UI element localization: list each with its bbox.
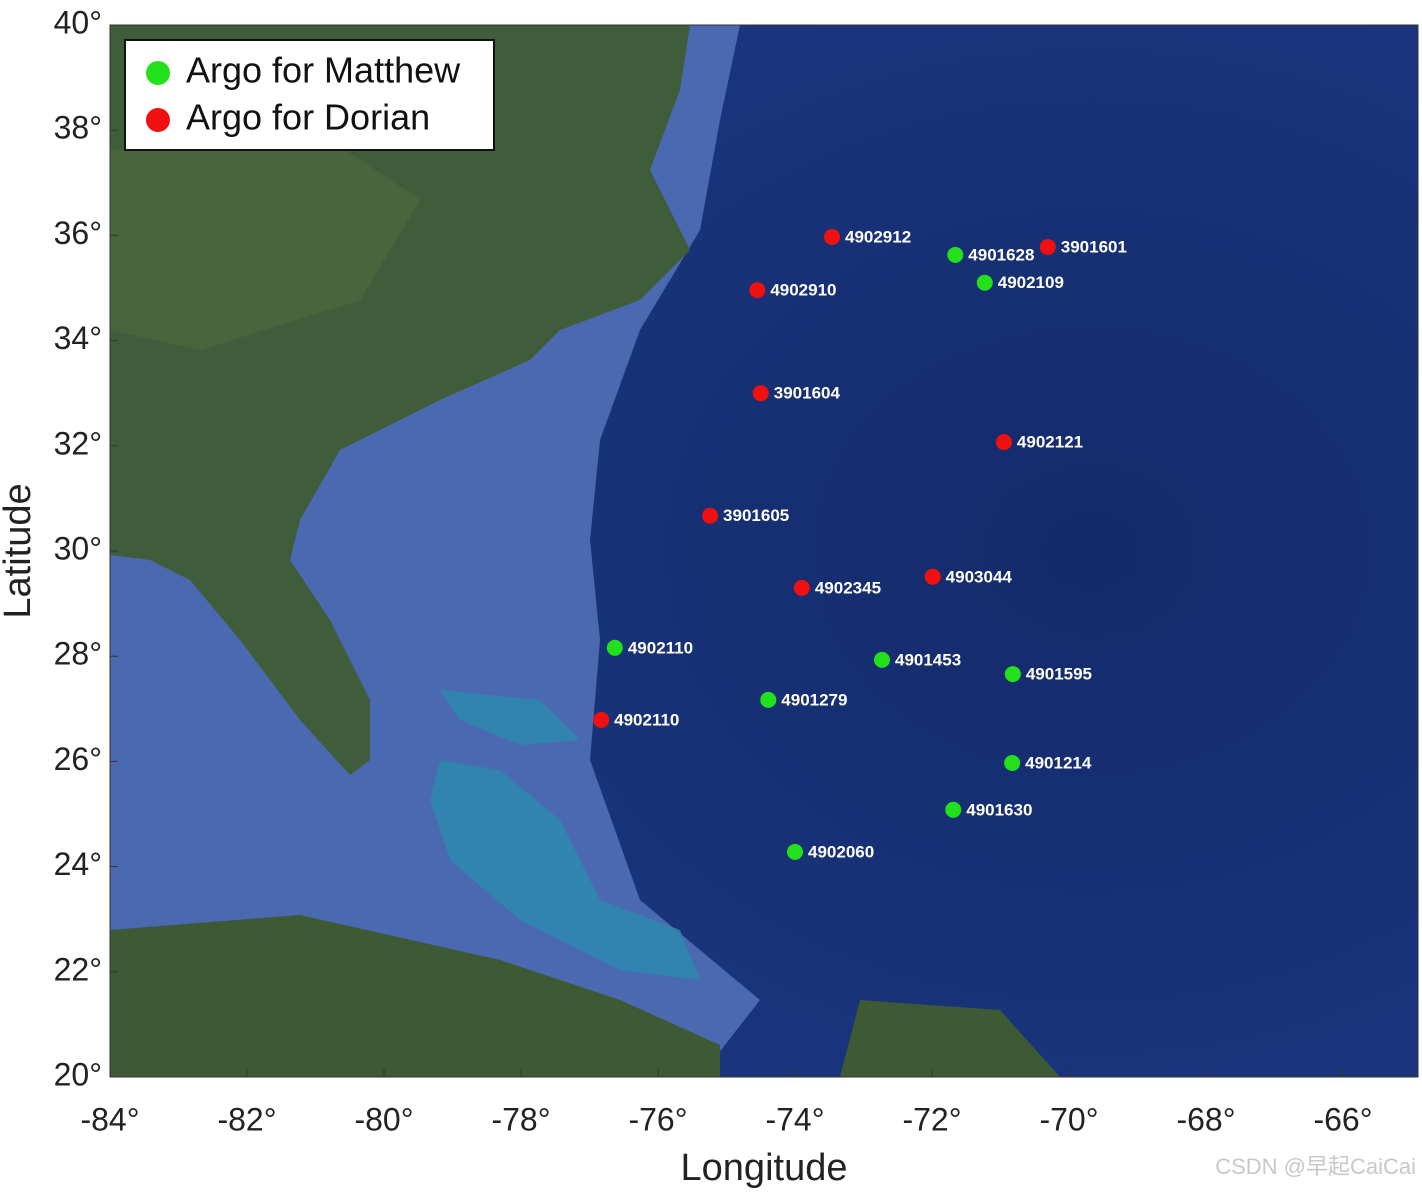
float-label: 4903044 [946, 567, 1013, 586]
float-point [787, 843, 803, 860]
x-tick-label: -68° [1176, 1101, 1235, 1137]
y-tick-label: 36° [54, 215, 102, 251]
y-tick-label: 22° [54, 951, 102, 987]
float-point [760, 691, 777, 708]
float-point [945, 801, 962, 818]
float-point [1004, 666, 1021, 683]
legend-label: Argo for Matthew [186, 50, 461, 91]
float-label: 4901453 [895, 650, 961, 669]
x-tick-label: -78° [491, 1101, 550, 1137]
float-point [976, 274, 993, 291]
float-point [752, 385, 769, 402]
float-label: 3901604 [774, 384, 841, 403]
float-label: 4902910 [770, 281, 836, 300]
x-tick-label: -70° [1039, 1101, 1098, 1137]
x-tick-label: -84° [80, 1101, 139, 1137]
float-point [593, 711, 610, 728]
float-label: 4902110 [628, 638, 693, 657]
float-label: 4902110 [614, 710, 679, 729]
legend: Argo for Matthew Argo for Dorian [124, 39, 495, 151]
map-background [110, 25, 1418, 1077]
y-tick-label: 24° [54, 846, 102, 882]
float-label: 4902060 [808, 842, 874, 861]
legend-marker [146, 61, 170, 85]
float-label: 4901595 [1026, 665, 1092, 684]
y-axis-title: Latitude [0, 483, 39, 618]
x-tick-label: -72° [902, 1101, 961, 1137]
y-tick-label: 20° [54, 1056, 102, 1092]
float-point [606, 639, 623, 656]
float-point [823, 228, 840, 245]
y-tick-label: 28° [54, 636, 102, 672]
y-tick-label: 34° [54, 320, 102, 356]
x-tick-label: -66° [1313, 1101, 1372, 1137]
y-tick-label: 26° [54, 741, 102, 777]
x-axis-title: Longitude [681, 1147, 848, 1189]
float-label: 4902121 [1017, 433, 1083, 452]
float-label: 4902345 [815, 578, 881, 597]
y-tick-label: 32° [54, 425, 102, 461]
float-point [873, 651, 890, 668]
float-label: 4901279 [781, 690, 847, 709]
float-label: 4902109 [998, 273, 1064, 292]
y-tick-label: 40° [54, 4, 102, 40]
x-tick-label: -74° [765, 1101, 824, 1137]
float-label: 3901601 [1061, 237, 1127, 256]
y-tick-label: 30° [54, 530, 102, 566]
float-label: 3901605 [723, 506, 789, 525]
legend-marker [146, 108, 170, 132]
float-label: 4901630 [966, 800, 1032, 819]
watermark: CSDN @早起CaiCai [1215, 1154, 1416, 1179]
float-point [702, 507, 719, 524]
float-point [947, 246, 964, 263]
x-tick-label: -76° [628, 1101, 687, 1137]
float-point [924, 568, 941, 585]
x-tick-label: -82° [217, 1101, 276, 1137]
float-label: 4901214 [1025, 753, 1092, 772]
float-point [793, 579, 810, 596]
float-point [749, 282, 766, 299]
float-label: 4902912 [845, 227, 911, 246]
y-tick-label: 38° [54, 110, 102, 146]
legend-label: Argo for Dorian [186, 97, 430, 138]
x-tick-label: -80° [354, 1101, 413, 1137]
float-point [995, 434, 1012, 451]
legend-box [124, 39, 495, 151]
float-point [1004, 754, 1021, 771]
float-point [1039, 238, 1056, 255]
float-label: 4901628 [968, 245, 1034, 264]
